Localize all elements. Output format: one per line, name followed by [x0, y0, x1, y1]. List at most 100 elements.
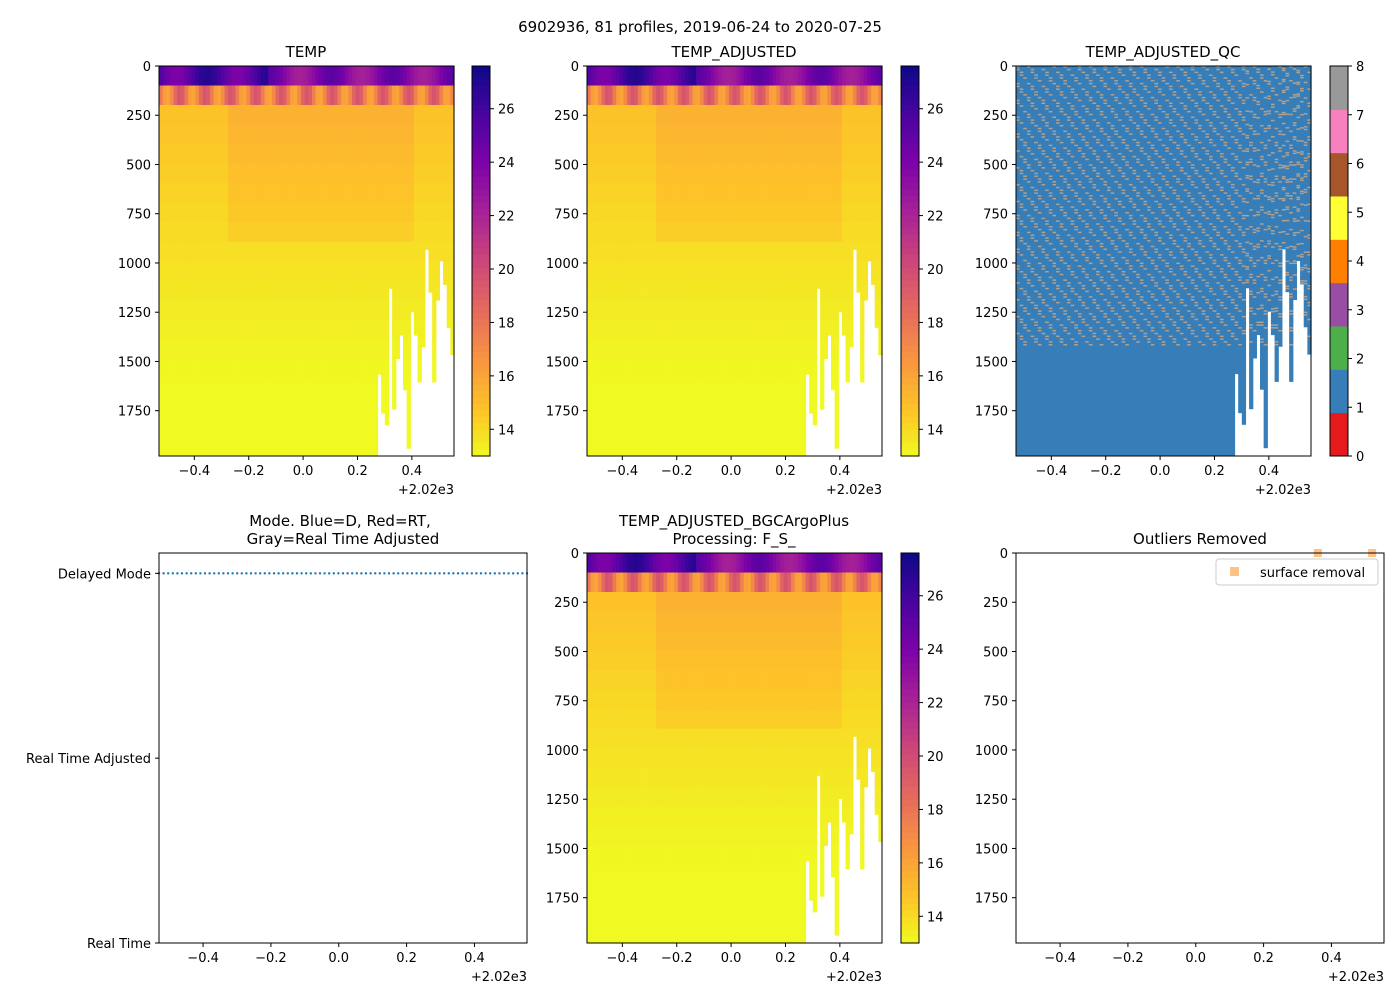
heatmap-cell: [794, 300, 799, 320]
heatmap-cell: [341, 319, 346, 340]
qc-flag-mark: [1081, 105, 1086, 107]
qc-column: [1238, 66, 1243, 414]
heatmap-cell: [659, 417, 665, 437]
qc-flag-mark: [1092, 85, 1097, 88]
heatmap-cell: [663, 144, 668, 164]
heatmap-cell: [282, 183, 288, 203]
heatmap-cell: [670, 339, 676, 359]
heatmap-cell: [823, 66, 828, 86]
heatmap-cell: [812, 300, 818, 320]
qc-flag-mark: [1136, 158, 1141, 161]
qc-flag-mark: [1107, 172, 1112, 175]
heatmap-cell: [242, 105, 248, 125]
heatmap-cell: [729, 124, 734, 145]
heatmap-cell: [696, 378, 701, 398]
qc-flag-mark: [1059, 124, 1064, 127]
qc-flag-mark: [1052, 197, 1057, 200]
qc-flag-mark: [1150, 195, 1155, 197]
heatmap-cell: [166, 261, 171, 281]
qc-flag-mark: [1117, 332, 1123, 335]
qc-flag-mark: [1045, 203, 1050, 206]
qc-flag-mark: [1099, 276, 1105, 279]
heatmap-cell: [297, 417, 302, 437]
colorbar-segment: [472, 339, 490, 347]
heatmap-cell: [220, 417, 226, 437]
qc-flag-mark: [1205, 150, 1210, 152]
heatmap-cell: [860, 241, 865, 262]
qc-flag-mark: [1030, 270, 1035, 273]
heatmap-cell: [816, 105, 821, 125]
qc-flag-mark: [1219, 285, 1225, 287]
qc-flag-mark: [1030, 220, 1035, 222]
heatmap-cell: [736, 378, 741, 398]
heatmap-cell: [630, 417, 635, 437]
qc-flag-mark: [1198, 223, 1203, 225]
heatmap-cell: [761, 300, 767, 320]
qc-flag-mark: [1161, 175, 1166, 178]
heatmap-cell: [754, 339, 759, 359]
heatmap-cell: [878, 339, 883, 356]
qc-flag-mark: [1161, 127, 1166, 130]
heatmap-cell: [162, 163, 167, 184]
heatmap-cell: [355, 417, 360, 437]
heatmap-cell: [315, 202, 320, 223]
heatmap-cell: [319, 280, 324, 301]
qc-flag-mark: [1114, 228, 1119, 231]
qc-flag-mark: [1114, 147, 1119, 149]
heatmap-cell: [399, 85, 404, 106]
qc-flag-mark: [1139, 181, 1145, 183]
qc-flag-mark: [1143, 119, 1148, 121]
qc-flag-mark: [1125, 276, 1130, 279]
qc-flag-mark: [1037, 113, 1043, 116]
qc-column: [1234, 66, 1239, 375]
qc-flag-mark: [1037, 245, 1043, 248]
qc-flag-mark: [1023, 209, 1028, 211]
qc-flag-mark: [1190, 332, 1196, 335]
heatmap-cell: [820, 378, 825, 398]
qc-flag-mark: [1103, 299, 1108, 301]
heatmap-cell: [612, 378, 617, 398]
qc-flag-mark: [1219, 203, 1225, 206]
heatmap-cell: [308, 358, 313, 379]
qc-flag-mark: [1190, 183, 1196, 186]
heatmap-cell: [352, 280, 357, 301]
heatmap-cell: [166, 222, 171, 242]
heatmap-cell: [645, 241, 650, 262]
qc-flag-mark: [1172, 91, 1177, 93]
heatmap-cell: [856, 105, 861, 125]
qc-flag-mark: [1176, 80, 1181, 82]
heatmap-cell: [384, 358, 390, 379]
qc-flag-mark: [1016, 265, 1021, 267]
qc-flag-mark: [1150, 80, 1155, 82]
heatmap-cell: [213, 124, 218, 145]
heatmap-cell: [667, 358, 672, 379]
qc-flag-mark: [1172, 242, 1177, 245]
heatmap-cell: [860, 183, 865, 203]
heatmap-cell: [750, 124, 756, 145]
qc-flag-mark: [1143, 301, 1148, 304]
qc-flag-mark: [1187, 209, 1192, 211]
qc-flag-mark: [1176, 144, 1181, 147]
heatmap-cell: [209, 202, 215, 223]
qc-column: [1030, 66, 1035, 456]
heatmap-cell: [311, 417, 317, 437]
heatmap-cell: [242, 163, 248, 184]
heatmap-cell: [678, 222, 683, 242]
qc-flag-mark: [1023, 226, 1028, 228]
colorbar-segment: [901, 196, 919, 204]
qc-flag-mark: [1114, 214, 1119, 217]
heatmap-cell: [373, 397, 379, 418]
qc-flag-mark: [1096, 338, 1101, 340]
heatmap-cell: [308, 163, 313, 184]
colorbar-tick-label: 26: [927, 103, 944, 118]
heatmap-cell: [809, 397, 814, 414]
heatmap-cell: [863, 202, 869, 223]
heatmap-cell: [776, 105, 781, 125]
qc-flag-mark: [1088, 231, 1094, 234]
heatmap-cell: [344, 222, 349, 242]
qc-flag-mark: [1223, 324, 1228, 326]
heatmap-cell: [703, 124, 708, 145]
qc-flag-mark: [1168, 318, 1174, 321]
qc-flag-mark: [1096, 175, 1101, 178]
qc-flag-mark: [1139, 150, 1145, 152]
